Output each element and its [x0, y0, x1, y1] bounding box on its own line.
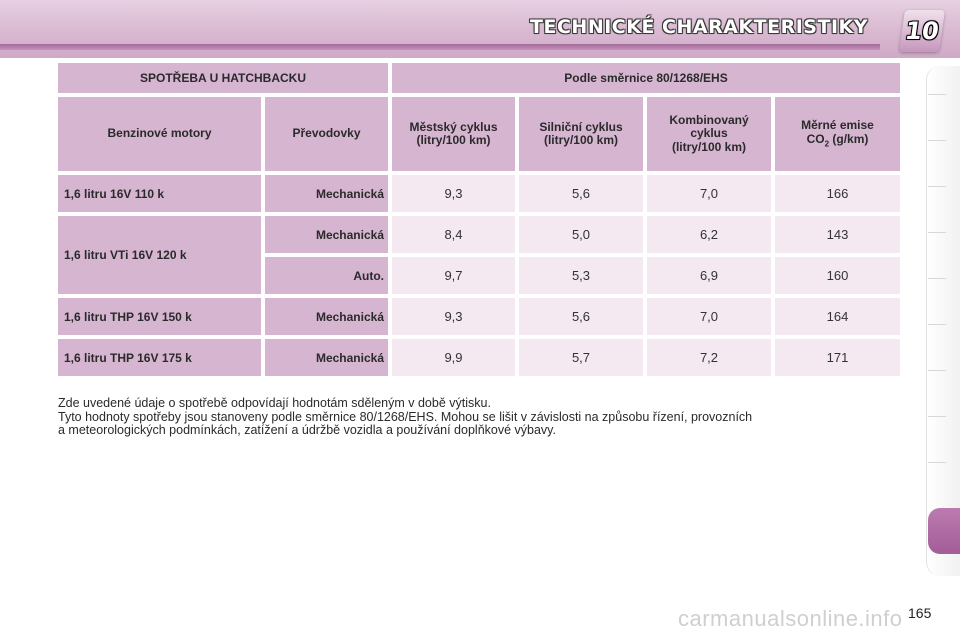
engine-cell: 1,6 litru 16V 110 k	[58, 175, 261, 212]
urban-cell: 9,3	[392, 298, 515, 335]
consumption-table-container: SPOTŘEBA U HATCHBACKU Podle směrnice 80/…	[58, 63, 904, 380]
urban-cell: 9,3	[392, 175, 515, 212]
page-number: 165	[908, 605, 932, 621]
consumption-table: SPOTŘEBA U HATCHBACKU Podle směrnice 80/…	[54, 59, 904, 380]
table-header-row: Benzinové motory Převodovky Městský cykl…	[58, 97, 900, 171]
chapter-number-badge: 10	[899, 10, 945, 52]
chapter-tab[interactable]	[928, 278, 946, 279]
chapter-tab-active[interactable]	[928, 508, 960, 554]
gearbox-cell: Mechanická	[265, 216, 388, 253]
table-row: 1,6 litru THP 16V 150 k Mechanická 9,3 5…	[58, 298, 900, 335]
note-line: Zde uvedené údaje o spotřebě odpovídají …	[58, 396, 491, 410]
combined-cell: 7,0	[647, 175, 771, 212]
chapter-tab[interactable]	[928, 324, 946, 325]
chapter-tab[interactable]	[928, 370, 946, 371]
co2-cell: 143	[775, 216, 900, 253]
extra-urban-cell: 5,3	[519, 257, 643, 294]
table-row: 1,6 litru THP 16V 175 k Mechanická 9,9 5…	[58, 339, 900, 376]
gearbox-cell: Mechanická	[265, 175, 388, 212]
section-title: TECHNICKÉ CHARAKTERISTIKY	[530, 16, 868, 38]
table-row: 1,6 litru 16V 110 k Mechanická 9,3 5,6 7…	[58, 175, 900, 212]
table-title-right: Podle směrnice 80/1268/EHS	[392, 63, 900, 93]
column-header-co2: Měrné emise CO2 (g/km)	[775, 97, 900, 171]
column-header-extra-urban: Silniční cyklus (litry/100 km)	[519, 97, 643, 171]
combined-cell: 6,9	[647, 257, 771, 294]
column-header-line: Silniční cyklus	[539, 119, 623, 134]
extra-urban-cell: 5,7	[519, 339, 643, 376]
column-header-line: Kombinovaný	[669, 113, 749, 128]
extra-urban-cell: 5,6	[519, 298, 643, 335]
extra-urban-cell: 5,6	[519, 175, 643, 212]
combined-cell: 6,2	[647, 216, 771, 253]
urban-cell: 9,9	[392, 339, 515, 376]
co2-subscript: 2	[824, 138, 830, 148]
column-header-line: Městský cyklus	[409, 119, 498, 134]
gearbox-cell: Mechanická	[265, 298, 388, 335]
column-header-line: (litry/100 km)	[416, 133, 491, 147]
chapter-tab-rail	[926, 66, 960, 576]
column-header-line: cyklus	[690, 126, 728, 141]
extra-urban-cell: 5,0	[519, 216, 643, 253]
column-header-combined: Kombinovaný cyklus (litry/100 km)	[647, 97, 771, 171]
engine-cell: 1,6 litru THP 16V 175 k	[58, 339, 261, 376]
chapter-tab[interactable]	[928, 94, 946, 95]
co2-cell: 160	[775, 257, 900, 294]
column-header-urban: Městský cyklus (litry/100 km)	[392, 97, 515, 171]
combined-cell: 7,2	[647, 339, 771, 376]
column-header-line: (litry/100 km)	[671, 139, 747, 154]
co2-cell: 171	[775, 339, 900, 376]
column-header-line: (litry/100 km)	[543, 133, 619, 147]
co2-cell: 166	[775, 175, 900, 212]
table-row: 1,6 litru VTi 16V 120 k Mechanická 8,4 5…	[58, 216, 900, 294]
consumption-note: Zde uvedené údaje o spotřebě odpovídají …	[58, 396, 908, 438]
chapter-tab[interactable]	[928, 186, 946, 187]
gearbox-cell: Auto.	[265, 257, 388, 294]
column-header-line: Měrné emise	[801, 118, 874, 133]
note-line: a meteorologických podmínkách, zatížení …	[58, 423, 556, 437]
engine-cell: 1,6 litru THP 16V 150 k	[58, 298, 261, 335]
table-title-row: SPOTŘEBA U HATCHBACKU Podle směrnice 80/…	[58, 63, 900, 93]
column-header-gearbox: Převodovky	[265, 97, 388, 171]
gearbox-cell: Mechanická	[265, 339, 388, 376]
header-accent-strip	[0, 44, 880, 50]
column-header-engine: Benzinové motory	[58, 97, 261, 171]
chapter-number: 10	[903, 17, 941, 45]
chapter-tab[interactable]	[928, 462, 946, 463]
table-row: Auto. 9,7 5,3 6,9 160	[58, 257, 900, 294]
chapter-tab[interactable]	[928, 232, 946, 233]
chapter-tab[interactable]	[928, 140, 946, 141]
co2-label: CO	[806, 131, 825, 146]
co2-cell: 164	[775, 298, 900, 335]
engine-cell: 1,6 litru VTi 16V 120 k	[58, 216, 261, 294]
watermark-text: carmanualsonline.info	[678, 606, 903, 631]
table-title-left: SPOTŘEBA U HATCHBACKU	[58, 63, 388, 93]
urban-cell: 9,7	[392, 257, 515, 294]
combined-cell: 7,0	[647, 298, 771, 335]
chapter-tab[interactable]	[928, 416, 946, 417]
urban-cell: 8,4	[392, 216, 515, 253]
note-line: Tyto hodnoty spotřeby jsou stanoveny pod…	[58, 409, 753, 424]
co2-unit: (g/km)	[829, 131, 869, 146]
